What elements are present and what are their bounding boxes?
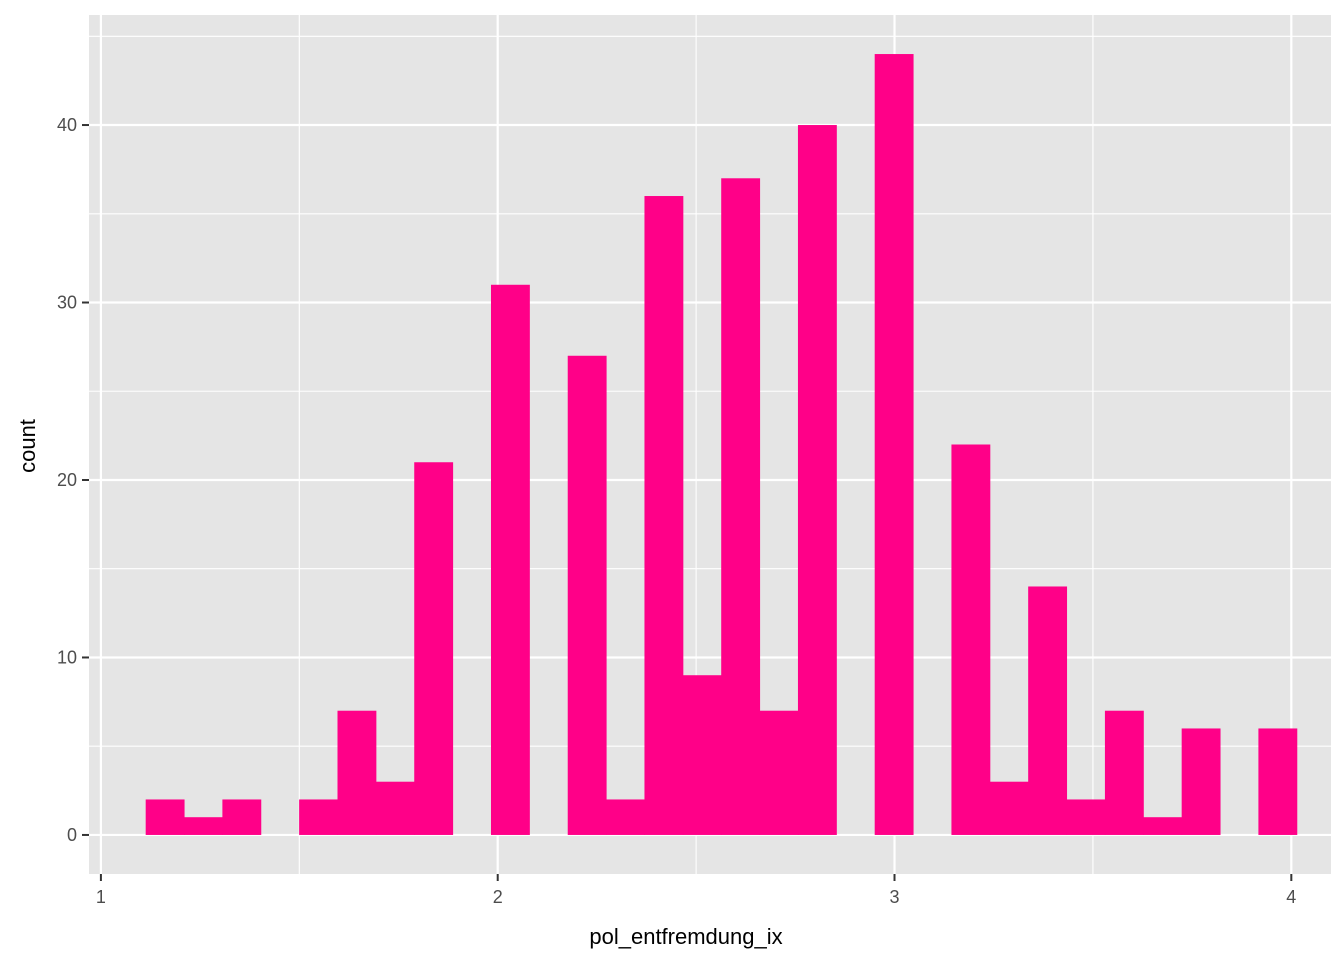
- histogram-bar: [1258, 728, 1298, 835]
- histogram-bar: [682, 675, 722, 835]
- histogram-bar: [567, 355, 607, 835]
- x-tick-label: 4: [1286, 887, 1296, 907]
- histogram-bar: [1104, 710, 1144, 835]
- histogram-bar: [606, 799, 645, 835]
- histogram-bar: [490, 284, 530, 835]
- histogram-bar: [184, 817, 223, 835]
- histogram-bar: [1143, 817, 1183, 835]
- histogram-bar: [644, 196, 684, 835]
- histogram-bar: [759, 710, 799, 835]
- histogram-bar: [299, 799, 338, 835]
- histogram-bar: [721, 178, 761, 835]
- histogram-bar: [951, 444, 991, 835]
- y-tick-label: 20: [57, 470, 77, 490]
- histogram-bar: [222, 799, 262, 835]
- histogram-bar: [989, 781, 1029, 835]
- histogram-bar: [797, 125, 837, 835]
- histogram-bars: [145, 54, 1298, 835]
- y-axis-ticks: 0 10 20 30 40: [57, 115, 89, 845]
- histogram-bar: [1028, 586, 1068, 835]
- y-axis-title: count: [15, 419, 40, 473]
- histogram-bar: [414, 462, 454, 835]
- histogram-bar: [1181, 728, 1221, 835]
- histogram-bar: [1066, 799, 1106, 835]
- histogram-bar: [375, 781, 415, 835]
- histogram-bar: [145, 799, 185, 835]
- y-tick-label: 0: [67, 825, 77, 845]
- histogram-bar: [337, 710, 377, 835]
- y-tick-label: 40: [57, 115, 77, 135]
- x-tick-label: 1: [96, 887, 106, 907]
- x-tick-label: 2: [493, 887, 503, 907]
- x-tick-label: 3: [890, 887, 900, 907]
- y-tick-label: 10: [57, 647, 77, 667]
- x-axis-ticks: 1 2 3 4: [96, 874, 1296, 907]
- histogram-bar: [874, 54, 914, 835]
- y-tick-label: 30: [57, 293, 77, 313]
- x-axis-title: pol_entfremdung_ix: [589, 924, 782, 949]
